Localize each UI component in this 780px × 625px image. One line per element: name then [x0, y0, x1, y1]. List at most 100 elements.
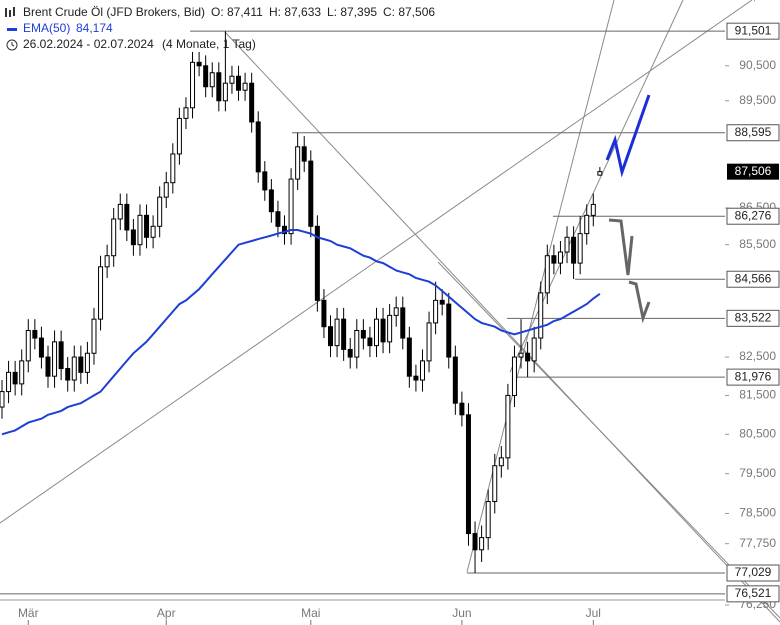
candle-body — [91, 318, 97, 354]
y-tick-label: 92,500 — [739, 0, 776, 3]
duration: (4 Monate, 1 Tag) — [162, 37, 256, 51]
y-tick-label: 77,750 — [739, 536, 776, 550]
icon — [9, 10, 11, 17]
candle-body — [52, 341, 58, 377]
candle-body — [255, 121, 261, 173]
icon — [5, 8, 7, 17]
candle-body — [564, 236, 570, 253]
candle-body — [518, 352, 524, 358]
icon — [13, 7, 15, 16]
candle-body — [459, 402, 465, 416]
candle-body — [229, 75, 235, 84]
candle-body — [58, 341, 64, 370]
candle-body — [380, 318, 386, 343]
candle-body — [393, 307, 399, 316]
candle-body — [163, 182, 169, 198]
candle-body — [117, 203, 123, 220]
candle-body — [45, 356, 51, 377]
candle-body — [150, 225, 156, 238]
candle-body — [538, 292, 544, 339]
candle-body — [222, 82, 228, 102]
header: Brent Crude Öl (JFD Brokers, Bid) O: 87,… — [5, 5, 435, 51]
candle-body — [505, 394, 511, 459]
x-tick-label: Mär — [18, 606, 39, 620]
candle-body — [341, 318, 347, 350]
candle-body — [137, 214, 143, 246]
candle-body — [203, 65, 209, 88]
candle-body — [282, 225, 288, 235]
y-tick-label: 82,500 — [739, 349, 776, 363]
legend-label: EMA(50) — [23, 21, 70, 35]
icon — [6, 39, 18, 51]
price-label-box — [727, 163, 779, 180]
candle-body — [525, 352, 531, 362]
candle-body — [65, 368, 71, 381]
candle-body — [419, 360, 425, 381]
drawing-arrow — [628, 280, 651, 324]
candle-body — [452, 356, 458, 404]
level-label: 76,521 — [735, 586, 772, 600]
candle-body — [551, 255, 557, 264]
level-label: 86,276 — [735, 208, 772, 222]
candle-body — [19, 360, 25, 385]
candle-body — [190, 61, 196, 109]
legend-swatch — [7, 28, 17, 31]
candle-body — [196, 61, 202, 67]
candle-body — [584, 214, 590, 235]
candle-body — [78, 356, 84, 373]
candle-body — [288, 178, 294, 235]
icon — [11, 42, 15, 47]
candle-body — [328, 326, 333, 347]
candle-body — [275, 211, 281, 227]
candle-body — [360, 329, 366, 339]
candle-body — [157, 196, 163, 227]
candle-body — [347, 348, 353, 358]
candle-body — [557, 251, 563, 264]
candle-body — [268, 189, 274, 213]
level-label: 88,595 — [735, 125, 772, 139]
candle-body — [433, 299, 439, 324]
candle-body — [84, 352, 90, 373]
candle-body — [314, 225, 320, 301]
date-range: 26.02.2024 - 02.07.2024 — [23, 37, 154, 51]
level-label-box — [726, 207, 780, 225]
candle-body — [111, 218, 117, 257]
candle-body — [12, 371, 18, 385]
candle-body — [465, 414, 471, 535]
level-label: 83,522 — [735, 310, 772, 324]
x-tick-label: Apr — [157, 606, 176, 620]
level-label: 77,029 — [735, 565, 772, 579]
candle-body — [479, 537, 485, 551]
trend-line — [437, 261, 780, 619]
candle-body — [354, 329, 360, 358]
candle-body — [308, 160, 314, 227]
level-label-box — [726, 124, 780, 142]
level-label-box — [726, 368, 780, 386]
level-label: 91,501 — [735, 23, 772, 37]
candle-body — [472, 533, 478, 551]
level-label-box — [726, 585, 780, 603]
candle-body — [367, 337, 373, 347]
candle-body — [236, 75, 242, 91]
ema-line — [1, 229, 601, 436]
candle-body — [144, 214, 150, 238]
x-tick-label: Mai — [301, 606, 320, 620]
candle-body — [170, 153, 176, 184]
level-label: 84,566 — [735, 271, 772, 285]
y-tick-label: 79,500 — [739, 466, 776, 480]
candle-body — [176, 117, 182, 155]
candle-body — [511, 356, 517, 396]
candle-body — [295, 146, 301, 180]
candle-body — [130, 229, 136, 246]
ohlc-label: O: 87,411 — [211, 5, 263, 19]
candle-body — [426, 322, 432, 362]
y-tick-label: 78,500 — [739, 506, 776, 520]
legend-value: 84,174 — [76, 21, 113, 35]
x-tick-label: Jul — [586, 606, 601, 620]
candle-body — [485, 500, 491, 539]
candle-body — [216, 72, 222, 102]
level-label: 81,976 — [735, 369, 772, 383]
candle-body — [0, 391, 5, 408]
candle-body — [209, 72, 215, 88]
